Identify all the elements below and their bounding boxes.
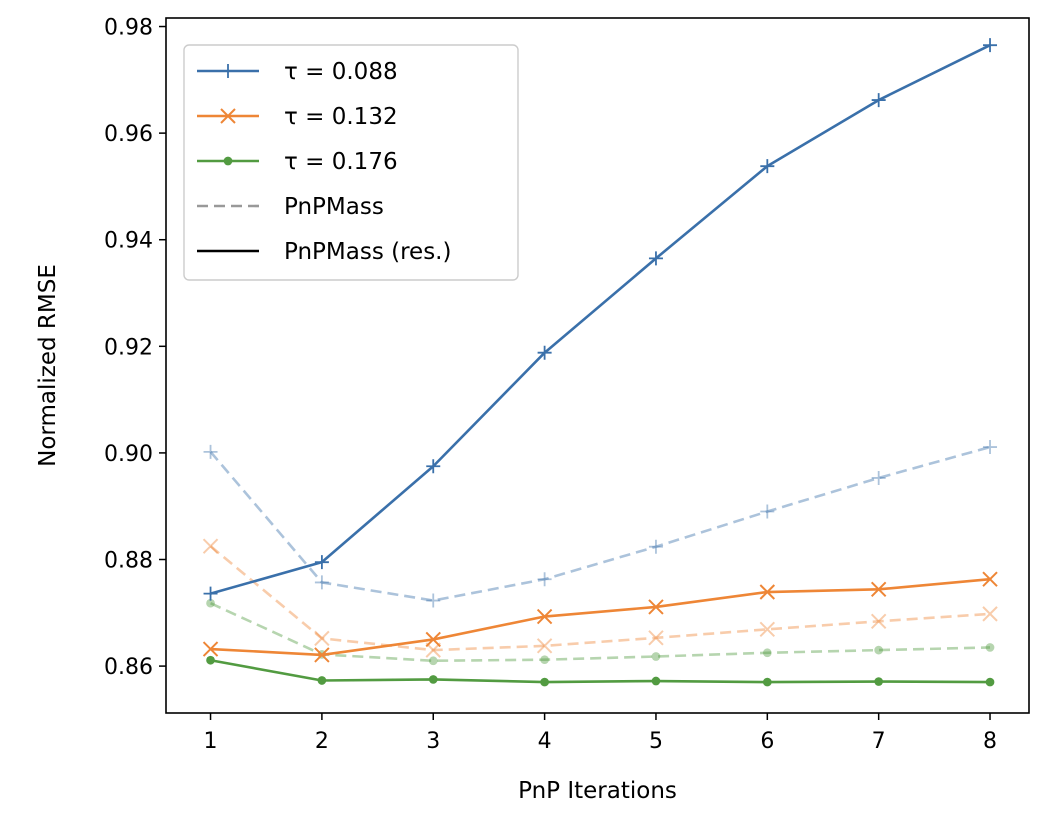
plus-marker [426,593,441,608]
dot-marker [874,677,884,686]
x-marker [314,647,330,663]
dot-marker [651,676,661,686]
plus-marker [983,440,998,455]
legend: τ = 0.088 τ = 0.132 τ = 0.176 PnPMass PnPMas… [183,44,519,281]
dot-marker [428,675,438,684]
series-pnpmass-0 [203,440,998,608]
legend-label: τ = 0.088 [284,59,398,85]
plus-marker [648,251,663,266]
series-line [210,44,991,595]
dot-marker [223,156,233,166]
x-marker [220,108,236,124]
legend-label: PnPMass (res.) [284,239,451,265]
y-tick-label: 0.88 [104,549,153,574]
plot-frame [165,17,1030,714]
x-marker [759,621,776,638]
legend-label: τ = 0.132 [284,104,398,130]
plus-marker [203,444,218,459]
series-layer [202,38,998,687]
x-tick-label: 6 [760,729,774,754]
x-marker [870,613,887,630]
x-marker [425,631,441,648]
dot-marker [651,652,661,661]
y-tick-label: 0.90 [104,442,153,467]
plus-marker [537,345,552,360]
y-tick-label: 0.96 [104,122,153,147]
plus-marker [871,93,886,108]
dot-marker [206,598,215,608]
x-marker [314,630,330,647]
x-tick-label: 4 [538,729,552,754]
dot-marker [762,677,772,687]
plus-marker [221,64,235,78]
legend-label: PnPMass [284,194,384,220]
dot-marker [985,677,995,687]
x-marker [536,608,553,625]
x-marker [202,641,219,657]
plus-marker [203,586,218,601]
x-marker [759,584,776,600]
y-tick-label: 0.98 [104,16,153,41]
legend-box [183,44,519,281]
dot-marker [874,645,884,655]
series-line [210,577,991,657]
dot-marker [206,655,215,665]
dot-marker [428,656,438,666]
dot-marker [317,676,327,685]
x-tick-label: 3 [426,729,440,754]
series-line [209,545,991,652]
plus-marker [760,159,775,174]
x-tick-label: 7 [872,729,886,754]
dot-marker [540,677,549,687]
y-tick-label: 0.94 [104,229,153,254]
dot-marker [540,655,549,665]
plus-marker [314,555,329,570]
x-marker [982,571,998,587]
y-tick-label: 0.92 [104,335,153,360]
y-axis-label: Normalized RMSE [35,264,61,467]
x-marker [648,599,664,615]
x-tick-label: 5 [649,729,663,754]
series-line [209,602,991,663]
x-axis-label: PnP Iterations [518,778,677,804]
legend-label: τ = 0.176 [284,149,398,175]
x-marker [982,606,998,622]
series-pnpmass-res-0 [203,38,998,601]
plus-marker [537,572,552,587]
plus-marker [648,539,663,554]
series-pnpmass-res-1 [202,571,998,663]
x-marker [870,581,887,598]
plus-marker [426,459,441,474]
series-pnpmass-2 [206,598,995,666]
series-line [209,445,991,602]
dot-marker [762,648,772,658]
x-tick-label: 1 [204,729,218,754]
x-marker [648,630,664,646]
x-tick-label: 8 [983,729,997,754]
dot-marker [985,643,995,652]
plus-marker [871,470,886,485]
y-tick-label: 0.86 [104,655,153,680]
x-tick-label: 2 [315,729,329,754]
plus-marker [314,575,329,590]
y-axis: 0.86 0.88 0.90 0.92 0.94 0.96 0.98 [104,16,166,680]
x-marker [536,638,553,654]
series-line [210,658,991,684]
x-axis: 1 2 3 4 5 6 7 8 [204,713,997,754]
plus-marker [983,38,998,53]
plus-marker [760,504,775,519]
x-marker [202,538,219,554]
series-pnpmass-res-2 [206,655,995,687]
